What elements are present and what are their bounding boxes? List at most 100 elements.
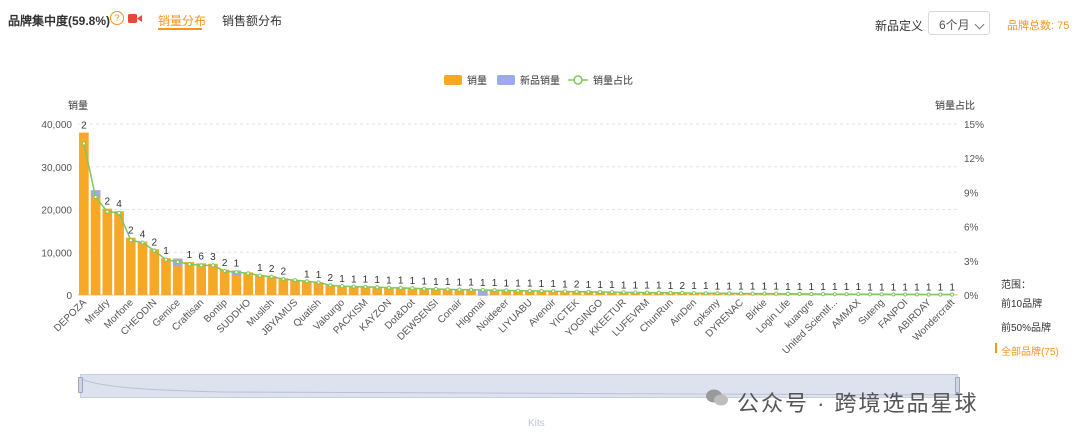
watermark-text: 公众号 · 跨境选品星球: [737, 391, 979, 416]
bar-sales: [137, 241, 148, 295]
bar-value-label: 2: [151, 237, 157, 248]
bar-new-sales: [90, 190, 101, 197]
range-option-top10[interactable]: 前10品牌: [1001, 299, 1043, 310]
page-title: 品牌集中度(59.8%): [8, 14, 111, 28]
bar-value-label: 1: [586, 280, 592, 291]
bar-value-label: 2: [81, 121, 87, 132]
share-point: [292, 278, 298, 283]
bar-value-label: 1: [187, 250, 193, 261]
bar-sales: [348, 286, 359, 295]
bar-sales: [419, 288, 429, 295]
share-point: [375, 285, 380, 290]
bar-value-label: 1: [410, 276, 416, 287]
wechat-icon: [706, 389, 728, 406]
share-point: [480, 287, 485, 293]
share-point: [844, 292, 849, 297]
bar-value-label: 1: [339, 274, 345, 285]
bar-value-label: 1: [468, 278, 474, 289]
tab-sales-volume[interactable]: 销量分布: [158, 14, 207, 28]
bar-value-label: 2: [281, 266, 287, 277]
new-product-definition-label: 新品定义: [875, 19, 924, 33]
question-circle-icon[interactable]: ?: [110, 11, 124, 25]
share-point: [527, 288, 532, 293]
y-right-tick-label: 3%: [964, 257, 979, 268]
share-point: [328, 283, 333, 288]
bar-value-label: 4: [140, 230, 146, 241]
period-select-value: 6个月: [939, 18, 970, 32]
share-point: [281, 276, 286, 282]
share-point: [457, 287, 462, 292]
bar-value-label: 1: [374, 275, 380, 286]
bar-value-label: 1: [457, 277, 463, 288]
share-point: [691, 291, 697, 296]
share-point: [820, 291, 826, 297]
tab-sales-amount[interactable]: 销售额分布: [222, 14, 283, 28]
share-point: [468, 287, 474, 292]
share-point: [210, 263, 216, 268]
bar-sales: [454, 289, 465, 295]
bar-sales: [231, 270, 242, 295]
range-active-indicator: [995, 343, 997, 353]
bar-value-label: 1: [316, 270, 322, 281]
bar-value-label: 1: [914, 282, 920, 293]
share-point: [339, 284, 345, 289]
range-title: 范围：: [1001, 280, 1031, 291]
share-point: [797, 291, 802, 296]
watermark: 公众号 · 跨境选品星球: [705, 386, 979, 418]
bar-sales: [184, 262, 195, 295]
bar-value-label: 2: [269, 264, 275, 275]
bar-value-label: 2: [574, 280, 580, 291]
range-option-top50pct[interactable]: 前50%品牌: [1001, 323, 1052, 334]
bar-sales: [431, 288, 441, 295]
share-point: [398, 285, 403, 291]
y-left-tick-label: 40,000: [41, 120, 72, 131]
share-point: [386, 285, 392, 290]
share-point: [738, 291, 744, 296]
bar-value-label: 1: [633, 280, 639, 291]
share-point: [938, 292, 943, 297]
bar-value-label: 1: [691, 281, 697, 292]
share-point: [926, 292, 931, 297]
legend-new-sales-swatch: [497, 75, 515, 85]
share-point: [891, 292, 896, 297]
range-option-all[interactable]: 全部品牌(75): [1001, 347, 1059, 358]
share-point: [950, 292, 955, 297]
y-right-tick-label: 15%: [964, 120, 984, 131]
bar-new-sales: [477, 289, 488, 296]
top-bar: 品牌集中度(59.8%) ? 销量分布 销售额分布 新品定义 6个月 品牌总数:…: [0, 0, 1080, 40]
share-point: [574, 289, 579, 294]
share-point: [269, 274, 274, 279]
share-point: [551, 289, 556, 294]
bar-value-label: 1: [421, 277, 427, 288]
bar-sales: [114, 211, 124, 295]
share-point: [750, 291, 755, 296]
bar-sales: [219, 269, 230, 295]
share-point: [515, 288, 521, 293]
bar-value-label: 2: [105, 197, 111, 208]
legend-share-label: 销量占比: [593, 74, 633, 87]
share-point: [644, 290, 650, 295]
bar-value-label: 1: [844, 282, 850, 293]
share-point: [562, 289, 568, 294]
share-point: [727, 291, 732, 296]
share-point: [234, 270, 239, 275]
bar-sales: [290, 280, 300, 295]
bar-value-label: 1: [621, 280, 627, 291]
bar-value-label: 6: [198, 251, 204, 262]
bar-value-label: 1: [820, 282, 826, 293]
slider-handle-right[interactable]: [955, 377, 960, 393]
zoom-slider[interactable]: [80, 374, 958, 398]
y-right-tick-label: 9%: [964, 188, 979, 199]
slider-handle-left[interactable]: [78, 377, 83, 393]
bar-sales: [395, 287, 406, 295]
share-point: [351, 284, 356, 289]
bar-sales: [466, 289, 476, 295]
bar-value-label: 1: [433, 277, 439, 288]
share-point: [668, 290, 673, 295]
period-select[interactable]: 6个月: [928, 11, 990, 35]
share-point: [422, 286, 427, 291]
bar-sales: [79, 132, 89, 295]
bar-value-label: 1: [257, 263, 263, 274]
video-icon[interactable]: [128, 14, 142, 23]
bar-value-label: 1: [926, 282, 932, 293]
